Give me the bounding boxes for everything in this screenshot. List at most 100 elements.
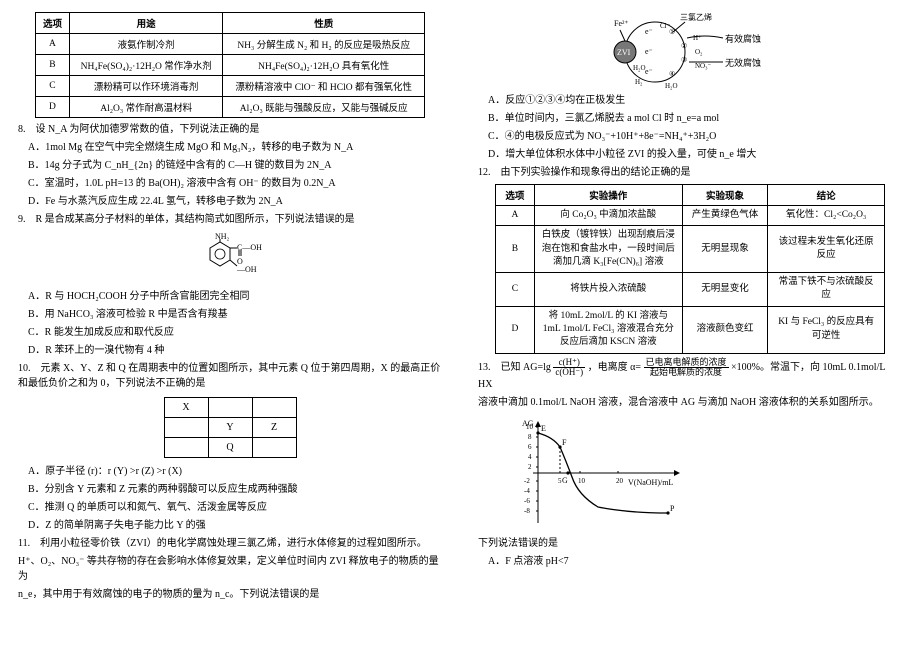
svg-text:O₂: O₂ [695, 48, 703, 56]
lbl-zvi: ZVI [617, 48, 631, 57]
frac2: 已电离电解质的浓度 起始电解质的浓度 [644, 358, 729, 377]
grid-cell [252, 398, 296, 418]
cell: 溶液颜色变红 [682, 306, 768, 353]
right-column: 三氯乙烯 ZVI Fe²⁺ e⁻ e⁻ e⁻ ① ② ③ ④ Cl⁻ H₂ H₂… [460, 0, 920, 651]
svg-text:H₂O: H₂O [633, 64, 646, 72]
ag-chart: AG V(NaOH)/mL 10 8 6 4 2 -2 -4 -6 -8 5 1… [508, 413, 688, 533]
cell: 漂粉精溶液中 ClO⁻ 和 HClO 都有强氧化性 [223, 76, 425, 97]
cell: KI 与 FeCl₃ 的反应具有可逆性 [768, 306, 885, 353]
cell: 产生黄绿色气体 [682, 206, 768, 226]
q8-c: C．室温时，1.0L pH=13 的 Ba(OH)₂ 溶液中含有 OH⁻ 的数目… [18, 176, 442, 191]
q10-stem: 10. 元素 X、Y、Z 和 Q 在周期表中的位置如图所示，其中元素 Q 位于第… [18, 361, 442, 391]
lbl-inv: 无效腐蚀 [725, 57, 761, 68]
oh-label: —OH [236, 265, 257, 274]
cell: Al₂O₃ 常作耐高温材料 [70, 97, 223, 118]
grid-cell [164, 418, 208, 438]
q13-stem: 13. 已知 AG=lg c(H⁺) c(OH⁻) ，电离度 α= 已电离电解质… [478, 358, 902, 392]
tick: -8 [524, 507, 530, 515]
cell: NH₃ 分解生成 N₂ 和 H₂ 的反应是吸热反应 [223, 34, 425, 55]
tick: -2 [524, 477, 530, 485]
q13-after: 下列说法错误的是 [478, 536, 902, 551]
point-p: P [670, 504, 675, 513]
grid-cell: X [164, 398, 208, 418]
periodic-grid: X Y Z Q [164, 397, 297, 458]
cell: D [495, 306, 534, 353]
benzene-diagram: NH₂ C—OH O —OH [187, 230, 273, 286]
q11-d: D．增大单位体积水体中小粒径 ZVI 的投入量，可使 n_e 增大 [478, 147, 902, 162]
cell: 氧化性：Cl₂<Co₂O₃ [768, 206, 885, 226]
th: 结论 [768, 185, 885, 206]
left-column: 选项 用途 性质 A 液氨作制冷剂 NH₃ 分解生成 N₂ 和 H₂ 的反应是吸… [0, 0, 460, 651]
q8-b: B．14g 分子式为 C_nH_{2n} 的链烃中含有的 C—H 键的数目为 2… [18, 158, 442, 173]
q11-stem2: H⁺、O₂、NO₃⁻ 等共存物的存在会影响水体修复效果，定义单位时间内 ZVI … [18, 554, 442, 584]
point-g: G [562, 476, 568, 485]
cell: 漂粉精可以作环境消毒剂 [70, 76, 223, 97]
q13-s1: 13. 已知 AG=lg [478, 361, 553, 372]
th-use: 用途 [70, 13, 223, 34]
grid-cell: Z [252, 418, 296, 438]
svg-text:Cl⁻: Cl⁻ [660, 22, 671, 30]
q9-c: C．R 能发生加成反应和取代反应 [18, 325, 442, 340]
q11-b: B．单位时间内，三氯乙烯脱去 a mol Cl 时 n_e=a mol [478, 111, 902, 126]
q12-table: 选项 实验操作 实验现象 结论 A 向 Co₂O₃ 中滴加浓盐酸 产生黄绿色气体… [495, 184, 885, 354]
cell: NH₄Fe(SO₄)₂·12H₂O 常作净水剂 [70, 55, 223, 76]
lbl-fe: Fe²⁺ [614, 19, 629, 28]
cell: 无明显现象 [682, 226, 768, 273]
th: 实验现象 [682, 185, 768, 206]
svg-text:H₂O: H₂O [665, 82, 678, 90]
q13-a: A．F 点溶液 pH<7 [478, 554, 902, 569]
xlabel: V(NaOH)/mL [628, 478, 673, 487]
cell: A [35, 34, 69, 55]
q9-a: A．R 与 HOCH₂COOH 分子中所含官能团完全相同 [18, 289, 442, 304]
q11-a: A．反应①②③④均在正极发生 [478, 93, 902, 108]
th: 选项 [495, 185, 534, 206]
q11-c: C．④的电极反应式为 NO₃⁻+10H⁺+8e⁻=NH₄⁺+3H₂O [478, 129, 902, 144]
cell: 白铁皮（镀锌铁）出现刮痕后浸泡在饱和食盐水中，一段时间后滴加几滴 K₃[Fe(C… [534, 226, 682, 273]
q8-stem: 8. 设 N_A 为阿伏加德罗常数的值，下列说法正确的是 [18, 122, 442, 137]
tick: 6 [528, 443, 532, 451]
q13-stem4: 溶液中滴加 0.1mol/L NaOH 溶液，混合溶液中 AG 与滴加 NaOH… [478, 395, 902, 410]
cell: C [495, 273, 534, 307]
cell: A [495, 206, 534, 226]
cell: D [35, 97, 69, 118]
lbl-eff: 有效腐蚀 [725, 33, 761, 44]
svg-text:e⁻: e⁻ [645, 67, 653, 76]
q9-d: D．R 苯环上的一溴代物有 4 种 [18, 343, 442, 358]
q10-b: B．分别含 Y 元素和 Z 元素的两种弱酸可以反应生成两种强酸 [18, 482, 442, 497]
cell: 将 10mL 2mol/L 的 KI 溶液与 1mL 1mol/L FeCl₃ … [534, 306, 682, 353]
cell: 该过程未发生氧化还原反应 [768, 226, 885, 273]
cell: 液氨作制冷剂 [70, 34, 223, 55]
grid-cell: Y [208, 418, 252, 438]
cell: NH₄Fe(SO₄)₂·12H₂O 具有氧化性 [223, 55, 425, 76]
lbl-top: 三氯乙烯 [680, 12, 712, 22]
svg-text:e⁻: e⁻ [645, 47, 653, 56]
tick: -6 [524, 497, 530, 505]
options-table: 选项 用途 性质 A 液氨作制冷剂 NH₃ 分解生成 N₂ 和 H₂ 的反应是吸… [35, 12, 425, 118]
grid-cell [164, 438, 208, 458]
cell: Al₂O₃ 既能与强酸反应，又能与强碱反应 [223, 97, 425, 118]
cell: 无明显变化 [682, 273, 768, 307]
tick: 8 [528, 433, 532, 441]
grid-cell [208, 398, 252, 418]
tick: 20 [616, 477, 624, 485]
q9-stem: 9. R 是合成某高分子材料的单体，其结构简式如图所示，下列说法错误的是 [18, 212, 442, 227]
tick: -4 [524, 487, 530, 495]
cell: B [35, 55, 69, 76]
q11-stem3: n_e，其中用于有效腐蚀的电子的物质的量为 n_c。下列说法错误的是 [18, 587, 442, 602]
grid-cell [252, 438, 296, 458]
tick: 2 [528, 463, 532, 471]
tick: 4 [528, 453, 532, 461]
th: 实验操作 [534, 185, 682, 206]
q11-stem1: 11. 利用小粒径零价铁（ZVI）的电化学腐蚀处理三氯乙烯，进行水体修复的过程如… [18, 536, 442, 551]
frac1-den: c(OH⁻) [553, 368, 585, 377]
frac1: c(H⁺) c(OH⁻) [553, 358, 585, 377]
tick: 10 [578, 477, 586, 485]
nh2-label: NH₂ [215, 232, 230, 241]
svg-text:e⁻: e⁻ [645, 27, 653, 36]
cell: 将铁片投入浓硫酸 [534, 273, 682, 307]
svg-text:③: ③ [681, 56, 687, 64]
zvi-circle-diagram: 三氯乙烯 ZVI Fe²⁺ e⁻ e⁻ e⁻ ① ② ③ ④ Cl⁻ H₂ H₂… [585, 10, 795, 90]
point-f: F [562, 438, 567, 447]
svg-text:④: ④ [669, 70, 675, 78]
q8-a: A．1mol Mg 在空气中完全燃烧生成 MgO 和 Mg₃N₂，转移的电子数为… [18, 140, 442, 155]
